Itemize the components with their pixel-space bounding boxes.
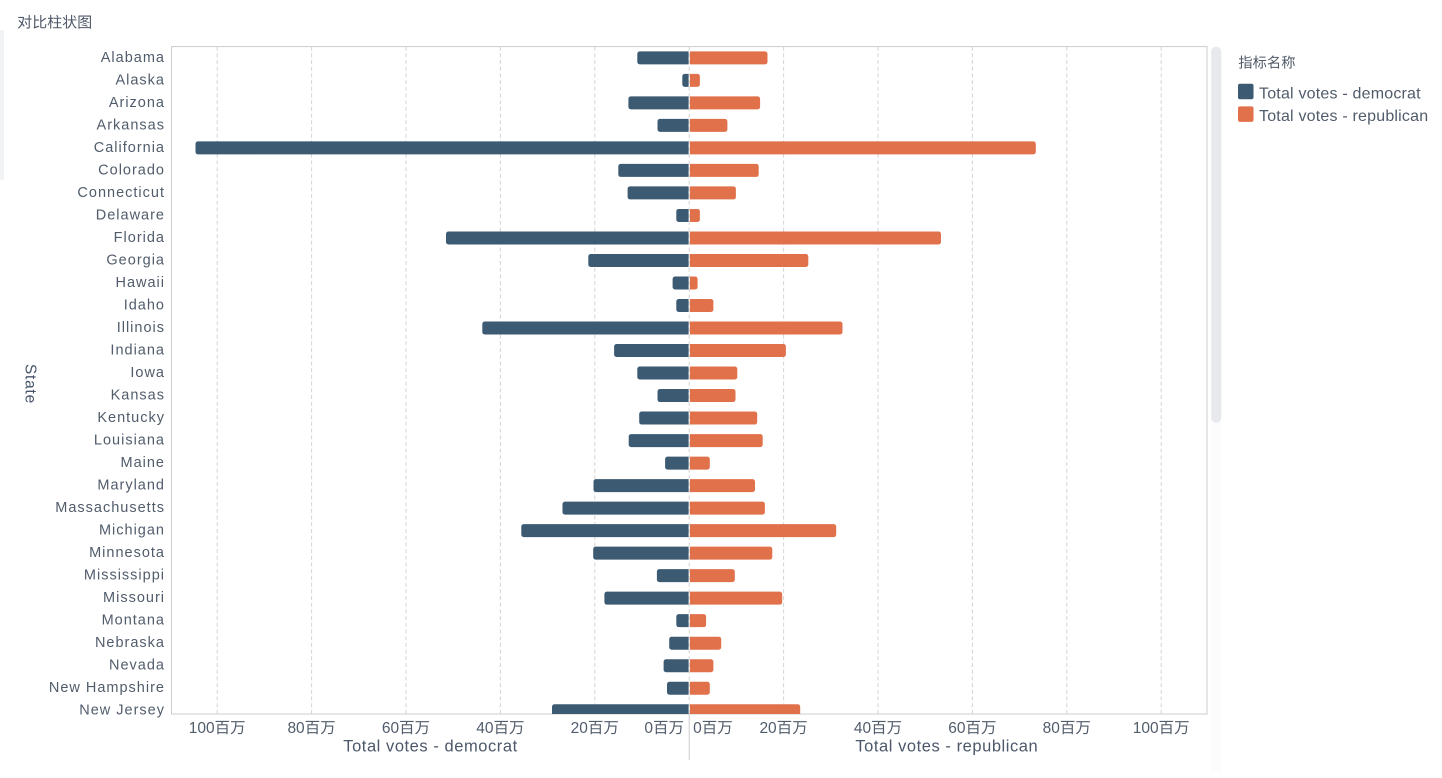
svg-text:New Hampshire: New Hampshire — [49, 680, 165, 696]
svg-text:100: 100 — [1133, 720, 1159, 737]
svg-text:Connecticut: Connecticut — [77, 185, 165, 201]
svg-text:Arizona: Arizona — [109, 95, 165, 111]
svg-text:Kansas: Kansas — [111, 388, 165, 404]
svg-text:Alabama: Alabama — [101, 50, 165, 66]
svg-text:Missouri: Missouri — [103, 590, 165, 606]
svg-text:Hawaii: Hawaii — [115, 275, 165, 291]
svg-text:Arkansas: Arkansas — [97, 117, 165, 133]
svg-text:0: 0 — [644, 720, 653, 737]
svg-text:Michigan: Michigan — [99, 523, 165, 539]
svg-text:Maryland: Maryland — [97, 478, 165, 494]
svg-text:20: 20 — [759, 720, 777, 737]
svg-text:60: 60 — [948, 720, 966, 737]
svg-text:60: 60 — [382, 720, 400, 737]
svg-text:Total votes - republican: Total votes - republican — [855, 738, 1038, 756]
svg-text:100: 100 — [189, 720, 215, 737]
svg-text:Indiana: Indiana — [110, 343, 165, 359]
svg-text:Florida: Florida — [114, 230, 165, 246]
svg-text:Nevada: Nevada — [109, 658, 165, 674]
svg-text:20: 20 — [571, 720, 589, 737]
svg-text:Idaho: Idaho — [124, 298, 165, 314]
svg-text:Georgia: Georgia — [106, 253, 165, 269]
svg-text:0: 0 — [693, 720, 702, 737]
svg-text:Illinois: Illinois — [117, 320, 165, 336]
svg-text:Alaska: Alaska — [115, 72, 165, 88]
svg-text:Massachusetts: Massachusetts — [55, 500, 165, 516]
svg-text:Delaware: Delaware — [96, 207, 165, 223]
svg-text:Nebraska: Nebraska — [95, 635, 165, 651]
svg-text:Montana: Montana — [102, 613, 165, 629]
svg-text:Minnesota: Minnesota — [89, 545, 165, 561]
svg-text:Mississippi: Mississippi — [84, 568, 165, 584]
svg-text:Total votes - republican: Total votes - republican — [1259, 108, 1428, 125]
svg-text:Iowa: Iowa — [130, 365, 165, 381]
svg-text:Colorado: Colorado — [98, 162, 165, 178]
svg-text:80: 80 — [1043, 720, 1061, 737]
svg-text:Louisiana: Louisiana — [94, 433, 165, 449]
svg-text:California: California — [94, 140, 165, 156]
svg-text:40: 40 — [476, 720, 494, 737]
svg-text:Total votes - democrat: Total votes - democrat — [343, 738, 517, 756]
svg-text:40: 40 — [854, 720, 872, 737]
svg-text:Total votes - democrat: Total votes - democrat — [1259, 85, 1421, 102]
svg-text:Maine: Maine — [121, 455, 166, 471]
svg-text:State: State — [21, 364, 38, 404]
svg-text:New Jersey: New Jersey — [79, 703, 165, 719]
svg-text:Kentucky: Kentucky — [97, 410, 165, 426]
svg-text:80: 80 — [287, 720, 305, 737]
